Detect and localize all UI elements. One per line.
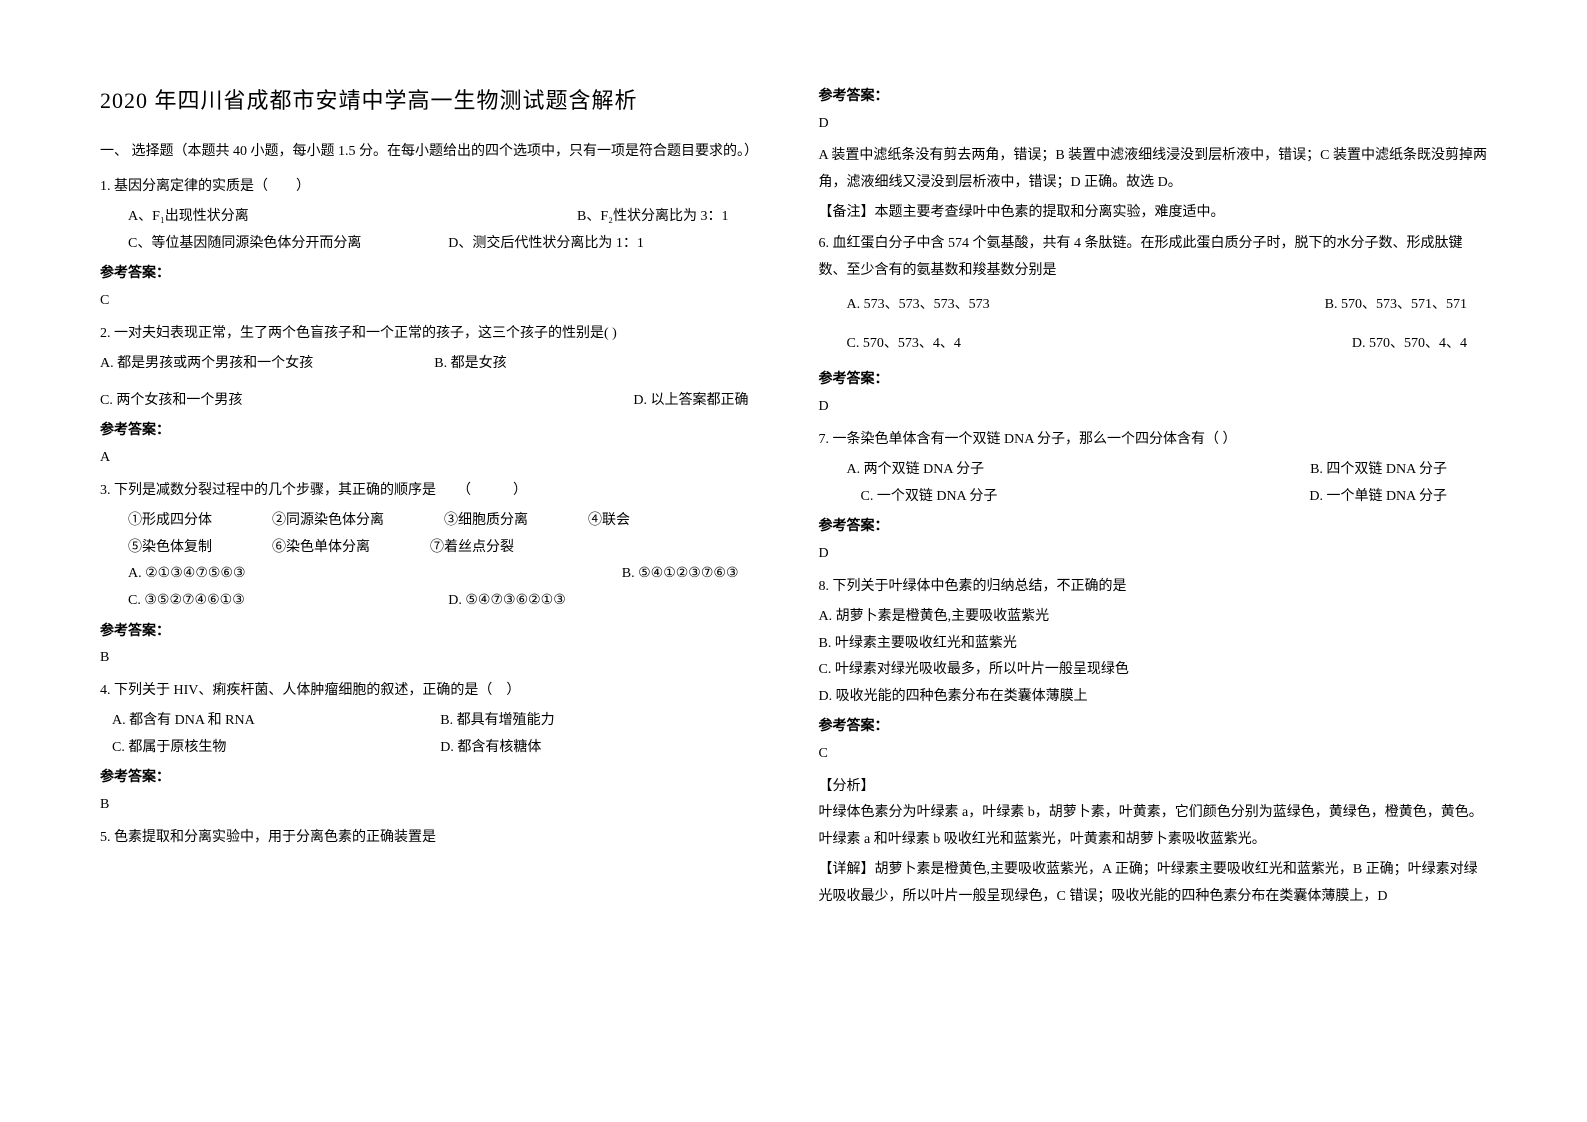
q6-ans-label: 参考答案：	[819, 367, 1488, 394]
q3-step-2: ②同源染色体分离	[272, 508, 384, 535]
q4-option-a: A. 都含有 DNA 和 RNA	[112, 708, 440, 735]
q6-option-d: D. 570、570、4、4	[1167, 331, 1487, 358]
q3-option-d: D. ⑤④⑦③⑥②①③	[448, 588, 768, 615]
question-3: 3. 下列是减数分裂过程中的几个步骤，其正确的顺序是 （ ） ①形成四分体 ②同…	[100, 478, 769, 672]
q6-option-a: A. 573、573、573、573	[847, 292, 1167, 319]
question-2: 2. 一对夫妇表现正常，生了两个色盲孩子和一个正常的孩子，这三个孩子的性别是( …	[100, 321, 769, 472]
q5-text: 5. 色素提取和分离实验中，用于分离色素的正确装置是	[100, 825, 769, 852]
q3-step-7: ⑦着丝点分裂	[430, 535, 514, 562]
question-6: 6. 血红蛋白分子中含 574 个氨基酸，共有 4 条肽链。在形成此蛋白质分子时…	[819, 231, 1488, 421]
q1-ans-label: 参考答案：	[100, 261, 769, 288]
q3-option-b: B. ⑤④①②③⑦⑥③	[448, 561, 768, 588]
question-5: 5. 色素提取和分离实验中，用于分离色素的正确装置是	[100, 825, 769, 852]
q3-step-1: ①形成四分体	[128, 508, 212, 535]
q2-option-b: B. 都是女孩	[434, 351, 768, 378]
q8-ans: C	[819, 741, 1488, 768]
page-title: 2020 年四川省成都市安靖中学高一生物测试题含解析	[100, 80, 769, 122]
q7-option-c: C. 一个双链 DNA 分子	[861, 484, 1174, 511]
q3-ans-label: 参考答案：	[100, 619, 769, 646]
q7-option-d: D. 一个单链 DNA 分子	[1174, 484, 1487, 511]
q4-option-c: C. 都属于原核生物	[112, 735, 440, 762]
q1-text: 1. 基因分离定律的实质是（ ）	[100, 174, 769, 201]
q7-ans-label: 参考答案：	[819, 514, 1488, 541]
q2-ans-label: 参考答案：	[100, 418, 769, 445]
q8-detail: 【详解】胡萝卜素是橙黄色,主要吸收蓝紫光，A 正确；叶绿素主要吸收红光和蓝紫光，…	[819, 857, 1488, 910]
q8-option-c: C. 叶绿素对绿光吸收最多，所以叶片一般呈现绿色	[819, 657, 1488, 684]
q4-option-b: B. 都具有增殖能力	[440, 708, 768, 735]
section-header: 一、 选择题（本题共 40 小题，每小题 1.5 分。在每小题给出的四个选项中，…	[100, 140, 769, 164]
q6-text: 6. 血红蛋白分子中含 574 个氨基酸，共有 4 条肽链。在形成此蛋白质分子时…	[819, 231, 1488, 284]
question-4: 4. 下列关于 HIV、痢疾杆菌、人体肿瘤细胞的叙述，正确的是（ ） A. 都含…	[100, 678, 769, 819]
q3-option-a: A. ②①③④⑦⑤⑥③	[128, 561, 448, 588]
left-column: 2020 年四川省成都市安靖中学高一生物测试题含解析 一、 选择题（本题共 40…	[100, 80, 769, 1082]
q5-ans: D	[819, 111, 1488, 138]
q4-ans-label: 参考答案：	[100, 765, 769, 792]
q3-text: 3. 下列是减数分裂过程中的几个步骤，其正确的顺序是 （ ）	[100, 478, 769, 505]
q8-text: 8. 下列关于叶绿体中色素的归纳总结，不正确的是	[819, 574, 1488, 601]
q1-option-d: D、测交后代性状分离比为 1：1	[448, 231, 768, 258]
q2-option-c: C. 两个女孩和一个男孩	[100, 388, 434, 415]
q5-ans-label: 参考答案：	[819, 84, 1488, 111]
q3-step-3: ③细胞质分离	[444, 508, 528, 535]
question-8: 8. 下列关于叶绿体中色素的归纳总结，不正确的是 A. 胡萝卜素是橙黄色,主要吸…	[819, 574, 1488, 911]
q2-text: 2. 一对夫妇表现正常，生了两个色盲孩子和一个正常的孩子，这三个孩子的性别是( …	[100, 321, 769, 348]
q8-ans-label: 参考答案：	[819, 714, 1488, 741]
q3-step-6: ⑥染色单体分离	[272, 535, 370, 562]
q1-option-a: A、F₁出现性状分离	[128, 204, 448, 231]
q8-option-d: D. 吸收光能的四种色素分布在类囊体薄膜上	[819, 684, 1488, 711]
q1-ans: C	[100, 288, 769, 315]
q6-ans: D	[819, 394, 1488, 421]
question-7: 7. 一条染色单体含有一个双链 DNA 分子，那么一个四分体含有（ ） A. 两…	[819, 427, 1488, 568]
q5-explain2: 【备注】本题主要考查绿叶中色素的提取和分离实验，难度适中。	[819, 200, 1488, 227]
q4-text: 4. 下列关于 HIV、痢疾杆菌、人体肿瘤细胞的叙述，正确的是（ ）	[100, 678, 769, 705]
q5-explain1: A 装置中滤纸条没有剪去两角，错误；B 装置中滤液细线浸没到层析液中，错误；C …	[819, 143, 1488, 196]
right-column: 参考答案： D A 装置中滤纸条没有剪去两角，错误；B 装置中滤液细线浸没到层析…	[819, 80, 1488, 1082]
q8-option-b: B. 叶绿素主要吸收红光和蓝紫光	[819, 631, 1488, 658]
q1-option-b: B、F₂性状分离比为 3：1	[448, 204, 768, 231]
q3-ans: B	[100, 645, 769, 672]
q3-step-5: ⑤染色体复制	[128, 535, 212, 562]
q8-analyze-label: 【分析】	[819, 774, 1488, 801]
q3-option-c: C. ③⑤②⑦④⑥①③	[128, 588, 448, 615]
question-1: 1. 基因分离定律的实质是（ ） A、F₁出现性状分离 B、F₂性状分离比为 3…	[100, 174, 769, 315]
q8-option-a: A. 胡萝卜素是橙黄色,主要吸收蓝紫光	[819, 604, 1488, 631]
q2-option-d: D. 以上答案都正确	[434, 388, 768, 415]
q7-text: 7. 一条染色单体含有一个双链 DNA 分子，那么一个四分体含有（ ）	[819, 427, 1488, 454]
q1-option-c: C、等位基因随同源染色体分开而分离	[128, 231, 448, 258]
q4-option-d: D. 都含有核糖体	[440, 735, 768, 762]
q2-option-a: A. 都是男孩或两个男孩和一个女孩	[100, 351, 434, 378]
q6-option-c: C. 570、573、4、4	[847, 331, 1167, 358]
q8-analyze: 叶绿体色素分为叶绿素 a，叶绿素 b，胡萝卜素，叶黄素，它们颜色分别为蓝绿色，黄…	[819, 800, 1488, 853]
q7-option-a: A. 两个双链 DNA 分子	[847, 457, 1167, 484]
q4-ans: B	[100, 792, 769, 819]
q6-option-b: B. 570、573、571、571	[1167, 292, 1487, 319]
q7-option-b: B. 四个双链 DNA 分子	[1167, 457, 1487, 484]
q3-step-4: ④联会	[588, 508, 630, 535]
q2-ans: A	[100, 445, 769, 472]
q7-ans: D	[819, 541, 1488, 568]
